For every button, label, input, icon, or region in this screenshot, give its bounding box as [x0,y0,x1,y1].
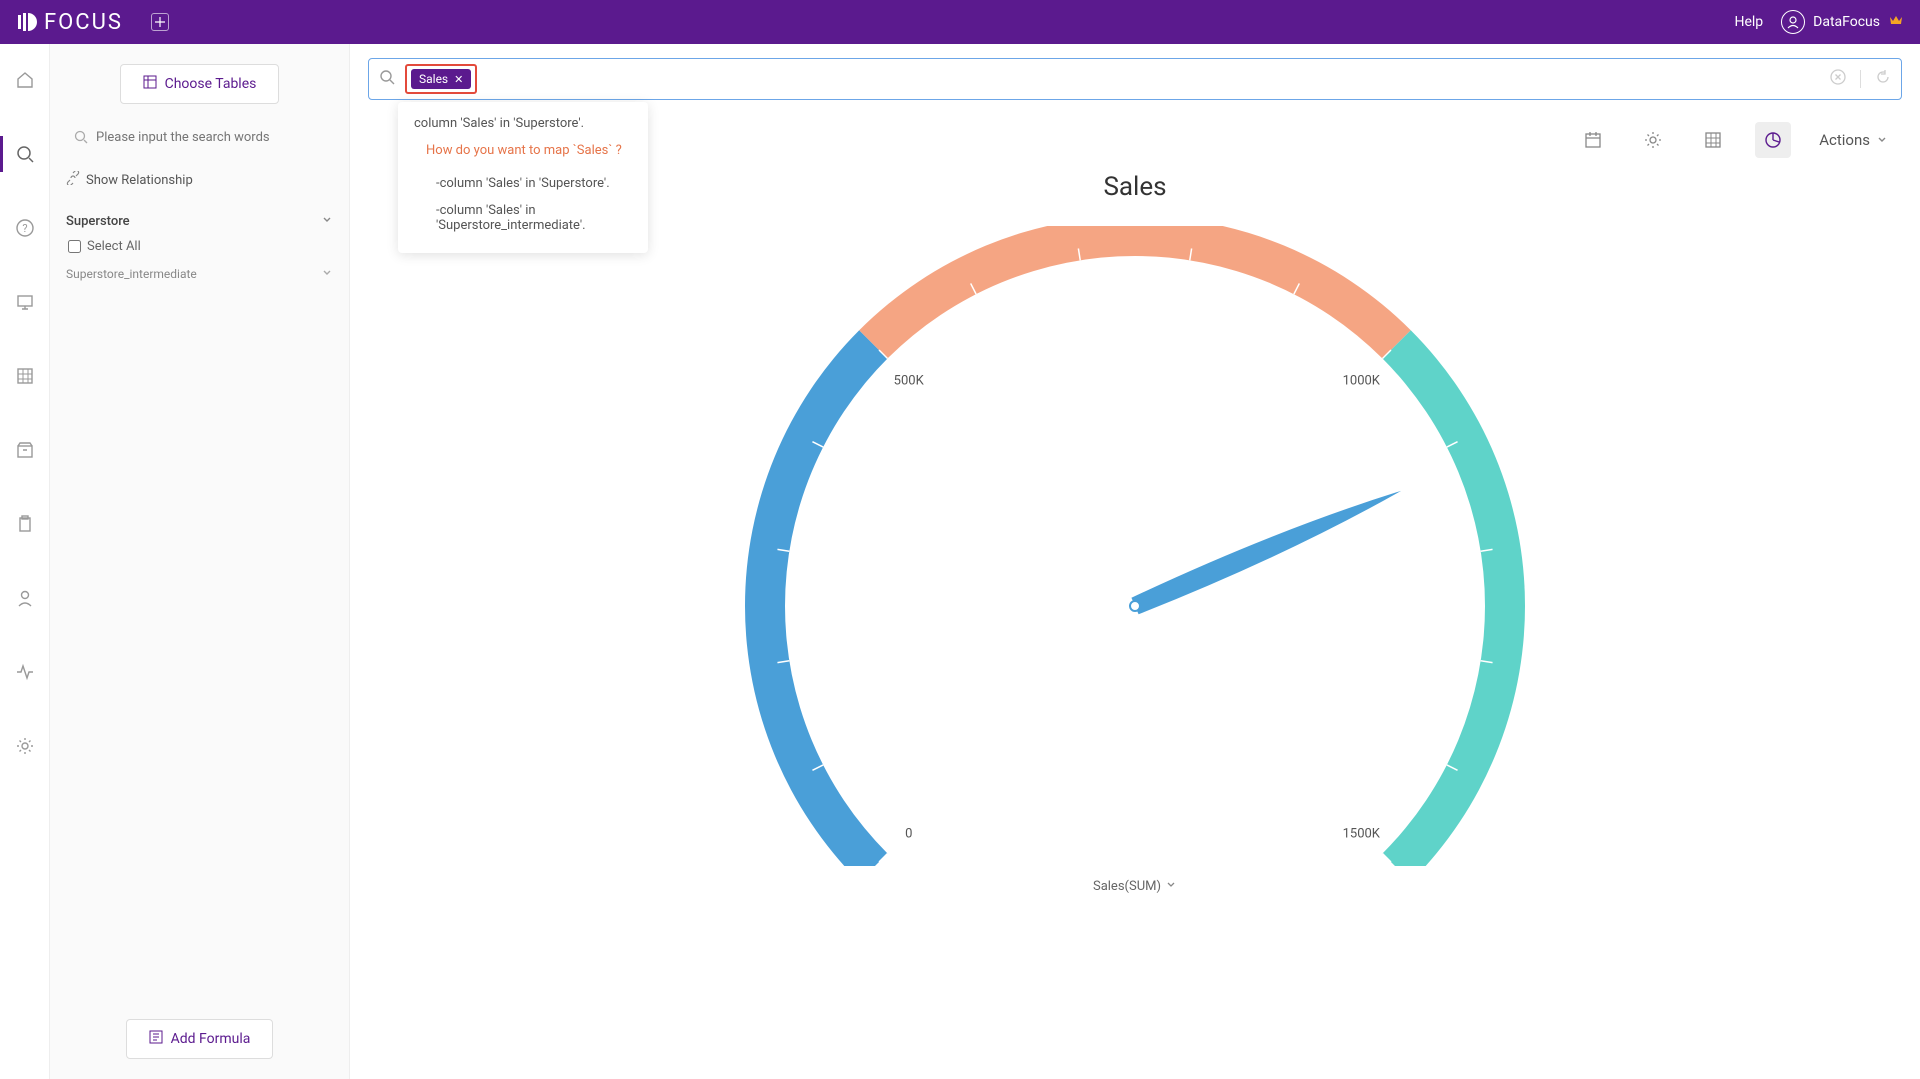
chevron-down-icon [321,266,333,281]
table-superstore-label: Superstore [66,214,130,229]
svg-text:0: 0 [905,826,912,841]
chevron-down-icon [1876,131,1888,149]
select-all-label: Select All [87,239,141,254]
search-icon [379,69,395,89]
select-all-row[interactable]: Select All [66,233,333,260]
add-formula-button[interactable]: Add Formula [126,1019,274,1059]
dropdown-option-1[interactable]: -column 'Sales' in 'Superstore'. [414,170,632,197]
actions-menu-button[interactable]: Actions [1815,125,1892,155]
brand-logo: FOCUS [16,10,123,35]
side-panel: Choose Tables Show Relationship Supersto… [50,44,350,1079]
svg-text:1000K: 1000K [1343,374,1381,389]
nav-help[interactable]: ? [7,210,43,246]
nav-settings[interactable] [7,728,43,764]
chevron-down-icon [1165,878,1177,894]
nav-present[interactable] [7,284,43,320]
column-mapping-dropdown: column 'Sales' in 'Superstore'. How do y… [398,102,648,253]
chart-footer[interactable]: Sales(SUM) [1093,878,1177,894]
gauge-chart: 0 500K 1000K 1500K [735,226,1535,866]
link-icon [66,171,80,189]
pill-remove-icon[interactable]: ✕ [454,73,463,86]
nav-archive[interactable] [7,432,43,468]
formula-icon [149,1030,163,1048]
select-all-checkbox[interactable] [68,240,81,253]
dropdown-question: How do you want to map `Sales` ? [414,143,632,158]
toolbar-calendar-icon[interactable] [1575,122,1611,158]
table-icon [143,75,157,93]
toolbar-settings-icon[interactable] [1635,122,1671,158]
table-superstore-intermediate-label: Superstore_intermediate [66,267,197,281]
query-pill-sales[interactable]: Sales ✕ [411,69,471,89]
brand-text: FOCUS [44,10,123,35]
chart-area: Sales 0 500K 1000K 1500K Sales(SUM) [368,166,1902,1065]
avatar-icon [1781,10,1805,34]
nav-activity[interactable] [7,654,43,690]
nav-grid[interactable] [7,358,43,394]
divider [1860,70,1861,88]
choose-tables-label: Choose Tables [165,76,257,92]
show-relationship-toggle[interactable]: Show Relationship [66,171,333,189]
nav-rail: ? [0,44,50,1079]
clear-search-icon[interactable] [1830,69,1846,89]
toolbar-chart-icon[interactable] [1755,122,1791,158]
svg-text:?: ? [22,222,27,235]
dropdown-context: column 'Sales' in 'Superstore'. [414,116,632,131]
chart-title: Sales [1103,172,1166,202]
pill-label: Sales [419,72,448,86]
actions-label: Actions [1819,131,1870,149]
query-search-bar[interactable]: Sales ✕ [368,58,1902,100]
pill-highlight-box: Sales ✕ [405,64,477,94]
table-superstore-intermediate-header[interactable]: Superstore_intermediate [66,260,333,287]
toolbar-table-icon[interactable] [1695,122,1731,158]
brand-icon [16,11,38,33]
chart-footer-label: Sales(SUM) [1093,879,1161,894]
refresh-search-icon[interactable] [1875,69,1891,89]
search-words-input[interactable] [66,122,333,153]
crown-icon [1888,12,1904,32]
chevron-down-icon [321,213,333,229]
dropdown-option-2[interactable]: -column 'Sales' in 'Superstore_intermedi… [414,197,632,239]
choose-tables-button[interactable]: Choose Tables [120,64,280,104]
help-link[interactable]: Help [1734,14,1763,30]
main-content: Sales ✕ column 'Sales' in 'Superstore'. … [350,44,1920,1079]
add-formula-label: Add Formula [171,1031,251,1047]
user-menu[interactable]: DataFocus [1781,10,1904,34]
nav-clipboard[interactable] [7,506,43,542]
svg-text:1500K: 1500K [1343,826,1381,841]
nav-search[interactable] [7,136,43,172]
nav-user[interactable] [7,580,43,616]
username-label: DataFocus [1813,14,1880,30]
svg-text:500K: 500K [894,374,925,389]
app-header: FOCUS Help DataFocus [0,0,1920,44]
table-superstore-header[interactable]: Superstore [66,209,333,233]
show-relationship-label: Show Relationship [86,173,193,188]
nav-home[interactable] [7,62,43,98]
new-tab-button[interactable] [151,13,169,31]
